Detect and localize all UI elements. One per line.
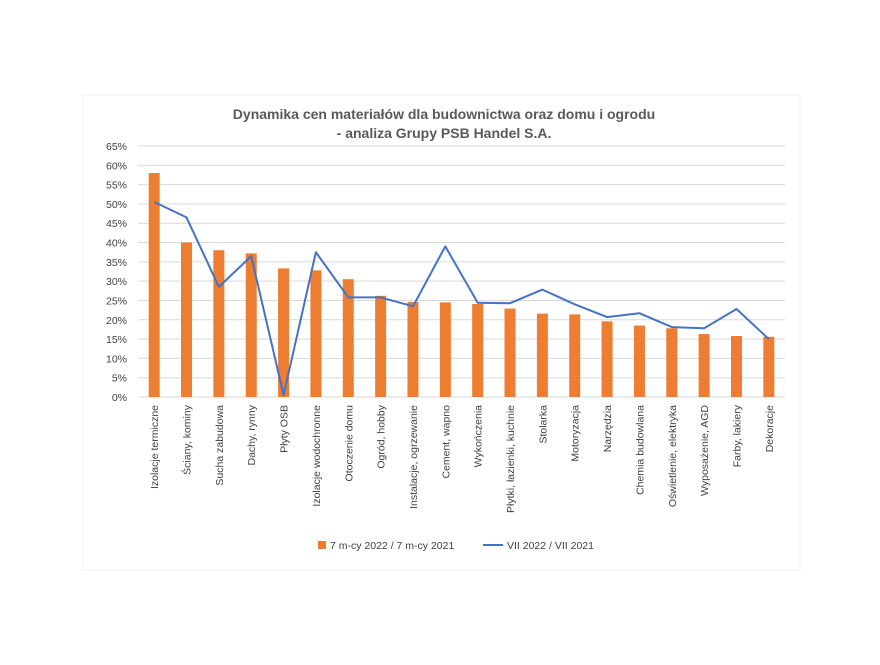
line-series xyxy=(153,201,770,397)
x-category-label: Chemia budowlana xyxy=(634,405,646,495)
bar xyxy=(213,250,225,397)
x-category-label: Sucha zabudowa xyxy=(214,405,226,486)
y-tick-label: 45% xyxy=(106,218,127,230)
y-tick-label: 20% xyxy=(106,315,127,327)
x-category-label: Płyty OSB xyxy=(279,405,291,453)
y-tick-label: 35% xyxy=(106,257,127,269)
bar xyxy=(601,321,613,397)
y-axis-tick-labels: 0% 5% 10% 15% 20% 25% 30% 35% 40% 45% 50% 55% 60% 65% xyxy=(106,141,127,404)
y-tick-label: 25% xyxy=(106,295,127,307)
x-axis-category-labels: Izolacje termiczne Ściany, kominy Sucha za… xyxy=(149,404,776,513)
series-line xyxy=(153,201,770,397)
x-category-label: Instalacje, ogrzewanie xyxy=(408,405,420,509)
bar xyxy=(407,302,419,397)
x-category-label: Cement, wapno xyxy=(440,405,452,479)
chart-title-line-1: Dynamika cen materiałów dla budownictwa … xyxy=(233,106,655,122)
bar xyxy=(763,336,775,397)
bar xyxy=(310,270,322,397)
y-tick-label: 60% xyxy=(106,160,127,172)
bar xyxy=(375,295,387,397)
legend-swatch-bar xyxy=(318,541,326,549)
bar xyxy=(569,314,581,397)
bar xyxy=(245,253,257,397)
x-category-label: Stolarka xyxy=(537,405,549,444)
y-tick-label: 65% xyxy=(106,141,127,153)
x-category-label: Płytki, łazienki, kuchnie xyxy=(505,405,517,513)
y-tick-label: 40% xyxy=(106,238,127,250)
bar-series xyxy=(148,173,775,397)
bar xyxy=(666,328,678,397)
y-tick-label: 10% xyxy=(106,353,127,365)
legend-label-bar: 7 m-cy 2022 / 7 m-cy 2021 xyxy=(330,540,454,552)
x-category-label: Oświetlenie, elektryka xyxy=(667,405,679,507)
bar xyxy=(439,302,451,397)
x-category-label: Farby, lakiery xyxy=(731,404,743,467)
chart-title-line-2: - analiza Grupy PSB Handel S.A. xyxy=(337,125,552,141)
bar xyxy=(698,334,710,397)
x-category-label: Wyposażenie, AGD xyxy=(699,405,711,496)
y-tick-label: 55% xyxy=(106,180,127,192)
x-category-label: Narzędzia xyxy=(602,405,614,452)
bar xyxy=(278,268,290,397)
bar xyxy=(472,303,484,397)
x-category-label: Ściany, kominy xyxy=(181,404,194,475)
y-tick-label: 0% xyxy=(112,392,127,404)
bar xyxy=(730,335,742,397)
bar xyxy=(181,242,193,397)
x-category-label: Motoryzacja xyxy=(570,405,582,462)
legend: 7 m-cy 2022 / 7 m-cy 2021 VII 2022 / VII… xyxy=(318,540,594,552)
x-category-label: Otoczenie domu xyxy=(343,405,355,482)
bar xyxy=(633,325,645,397)
y-tick-label: 30% xyxy=(106,276,127,288)
x-category-label: Izolacje termiczne xyxy=(149,405,161,489)
bar xyxy=(504,308,516,397)
y-tick-label: 50% xyxy=(106,199,127,211)
x-category-label: Izolacje wodochronne xyxy=(311,405,323,507)
x-category-label: Wykończenia xyxy=(473,405,485,468)
y-tick-label: 15% xyxy=(106,334,127,346)
y-tick-label: 5% xyxy=(112,373,127,385)
x-category-label: Dekoracje xyxy=(764,405,776,452)
x-category-label: Ogród, hobby xyxy=(376,404,388,468)
bar xyxy=(536,313,548,397)
legend-label-line: VII 2022 / VII 2021 xyxy=(507,540,594,552)
bar xyxy=(148,173,160,397)
x-category-label: Dachy, rynny xyxy=(246,404,258,465)
bar xyxy=(342,279,354,397)
